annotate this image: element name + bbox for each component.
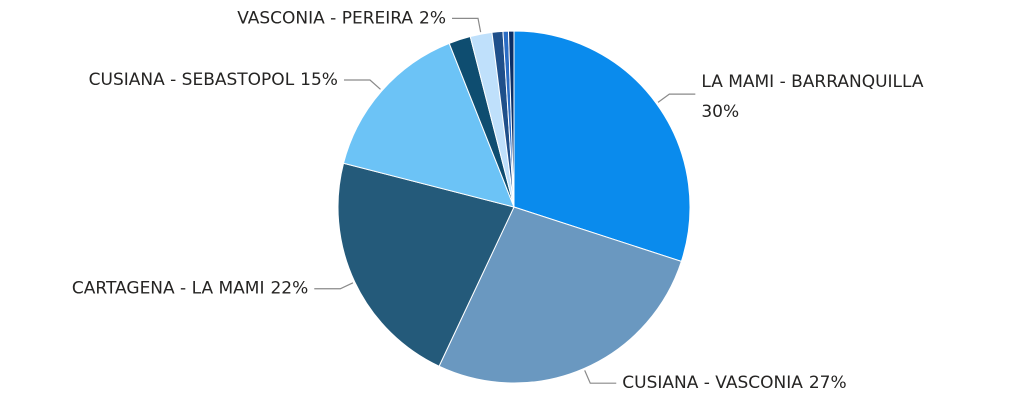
leader-line [314,282,354,290]
slice-label-group: CUSIANA - SEBASTOPOL 15% [89,70,338,90]
slice-label: CUSIANA - VASCONIA [622,373,803,393]
slice-label: VASCONIA - PEREIRA [237,8,413,28]
pie-slice [513,30,691,263]
slice-value-label: 22% [270,279,308,299]
slice-label: CARTAGENA - LA MAMI [72,279,265,299]
pie-slice [507,30,515,208]
slice-label-group: CARTAGENA - LA MAMI 22% [72,279,308,299]
pie-slice [342,42,515,208]
slice-label: CUSIANA - SEBASTOPOL [89,70,295,90]
slice-value-label: 30% [701,102,739,122]
slice-label-group: VASCONIA - PEREIRA 2% [237,8,446,28]
slice-label-group: CUSIANA - VASCONIA 27% [622,373,846,393]
leader-line [657,93,696,103]
pie-slice [337,162,515,367]
leader-line [584,370,617,384]
pie-slice [438,206,683,384]
slice-value-label: 2% [419,8,446,28]
slice-value-label: 15% [300,70,338,90]
leader-line [343,79,381,90]
slice-label: LA MAMI - BARRANQUILLA [701,72,924,92]
slice-value-label: 27% [809,373,847,393]
leader-line [452,17,482,33]
